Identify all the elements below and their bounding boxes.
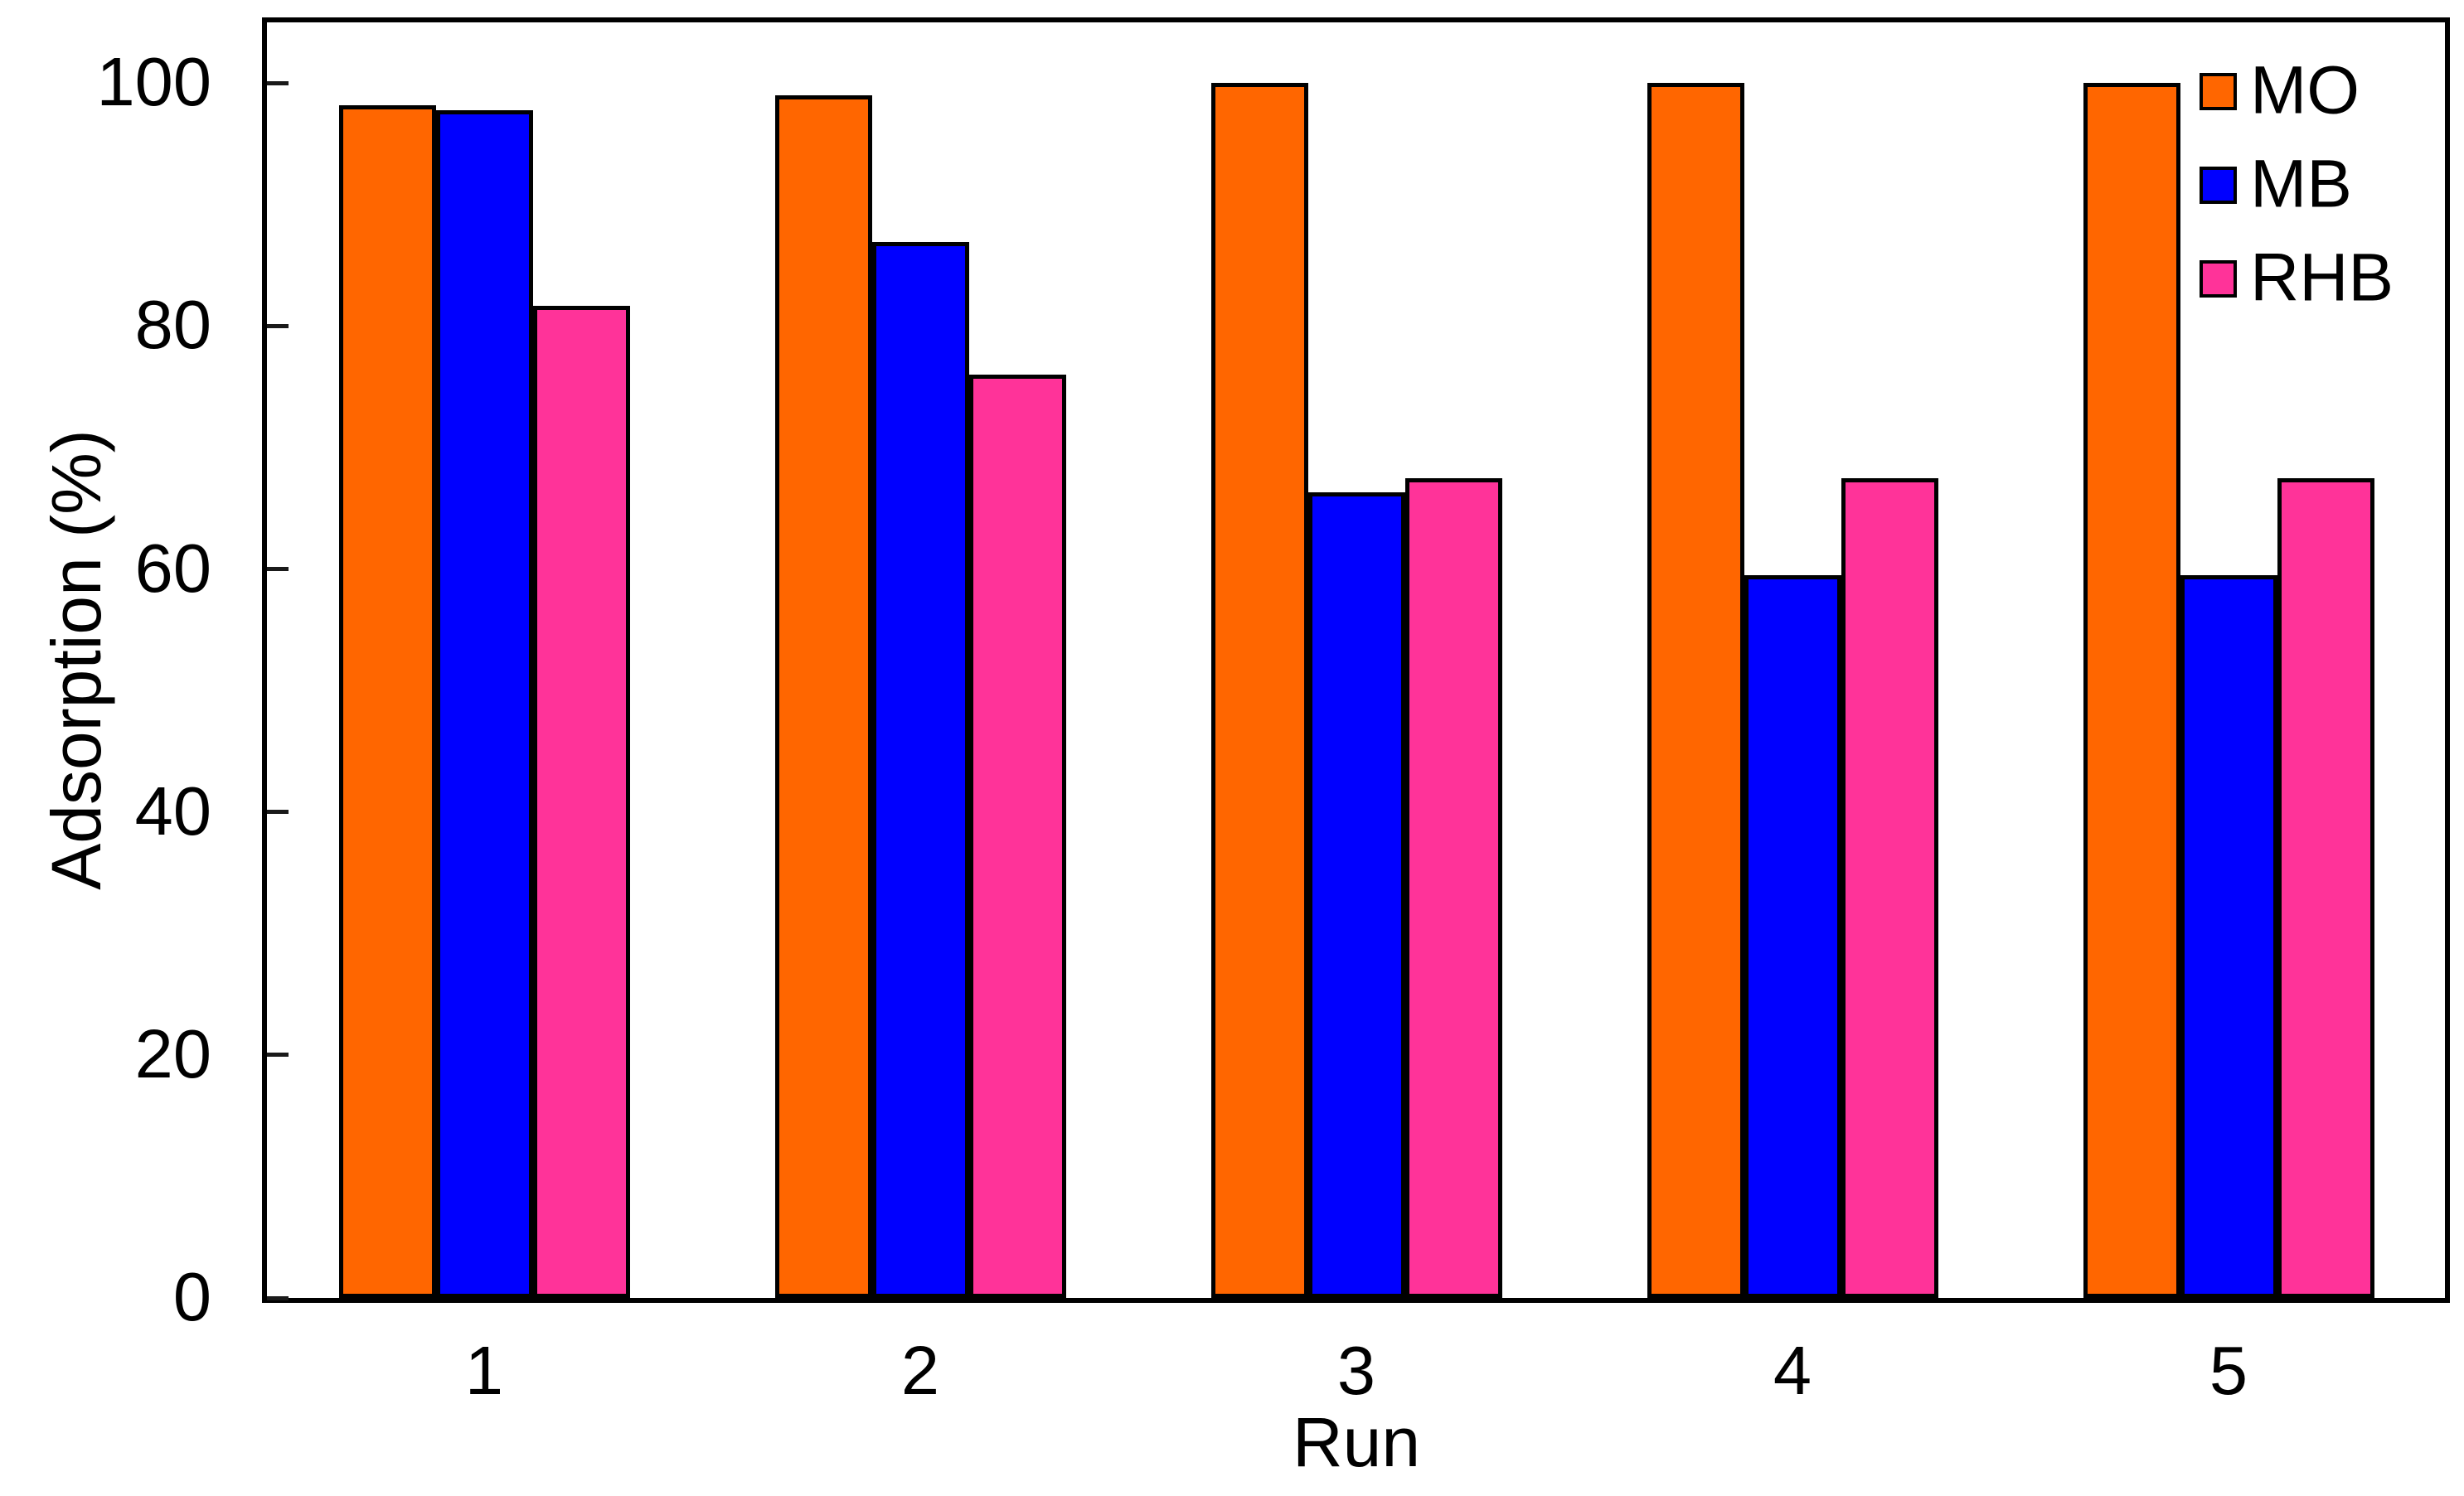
y-tick-40	[267, 810, 289, 815]
y-tick-label-40: 40	[134, 772, 211, 850]
legend-swatch-rhb	[2200, 260, 2237, 298]
legend-label-mb: MB	[2250, 146, 2352, 222]
y-tick-label-60: 60	[134, 529, 211, 607]
bar-rhb-run4	[1841, 477, 1938, 1298]
x-axis-title: Run	[1292, 1403, 1421, 1481]
x-tick-label-2: 2	[900, 1332, 940, 1409]
bar-rhb-run1	[532, 305, 630, 1298]
x-tick-label-4: 4	[1773, 1332, 1812, 1409]
bar-mo-run2	[774, 94, 872, 1298]
legend-swatch-mo	[2200, 73, 2237, 110]
bar-mo-run1	[338, 104, 436, 1298]
bar-mb-run3	[1307, 492, 1405, 1298]
x-tick-label-1: 1	[464, 1332, 504, 1409]
bar-rhb-run3	[1404, 477, 1502, 1298]
legend-label-mo: MO	[2250, 52, 2360, 128]
y-tick-label-0: 0	[172, 1257, 211, 1335]
bar-rhb-run5	[2277, 477, 2374, 1298]
y-tick-0	[267, 1295, 289, 1300]
y-tick-label-20: 20	[134, 1014, 211, 1092]
x-tick-label-5: 5	[2209, 1332, 2248, 1409]
y-tick-80	[267, 323, 289, 328]
y-tick-100	[267, 80, 289, 85]
x-tick-label-3: 3	[1336, 1332, 1376, 1409]
bar-mo-run3	[1210, 83, 1308, 1298]
y-tick-label-100: 100	[96, 43, 211, 121]
y-tick-60	[267, 567, 289, 572]
y-tick-label-80: 80	[134, 286, 211, 364]
legend-swatch-mb	[2200, 167, 2237, 204]
bar-mb-run5	[2180, 574, 2277, 1298]
plot-frame	[262, 17, 2450, 1303]
bar-rhb-run2	[968, 375, 1066, 1298]
bar-mo-run4	[1647, 83, 1744, 1298]
bar-mb-run2	[871, 242, 969, 1298]
y-tick-20	[267, 1053, 289, 1058]
bar-mo-run5	[2083, 83, 2180, 1298]
legend-label-rhb: RHB	[2250, 240, 2394, 316]
bar-mb-run1	[435, 109, 533, 1298]
bar-mb-run4	[1744, 574, 1841, 1298]
